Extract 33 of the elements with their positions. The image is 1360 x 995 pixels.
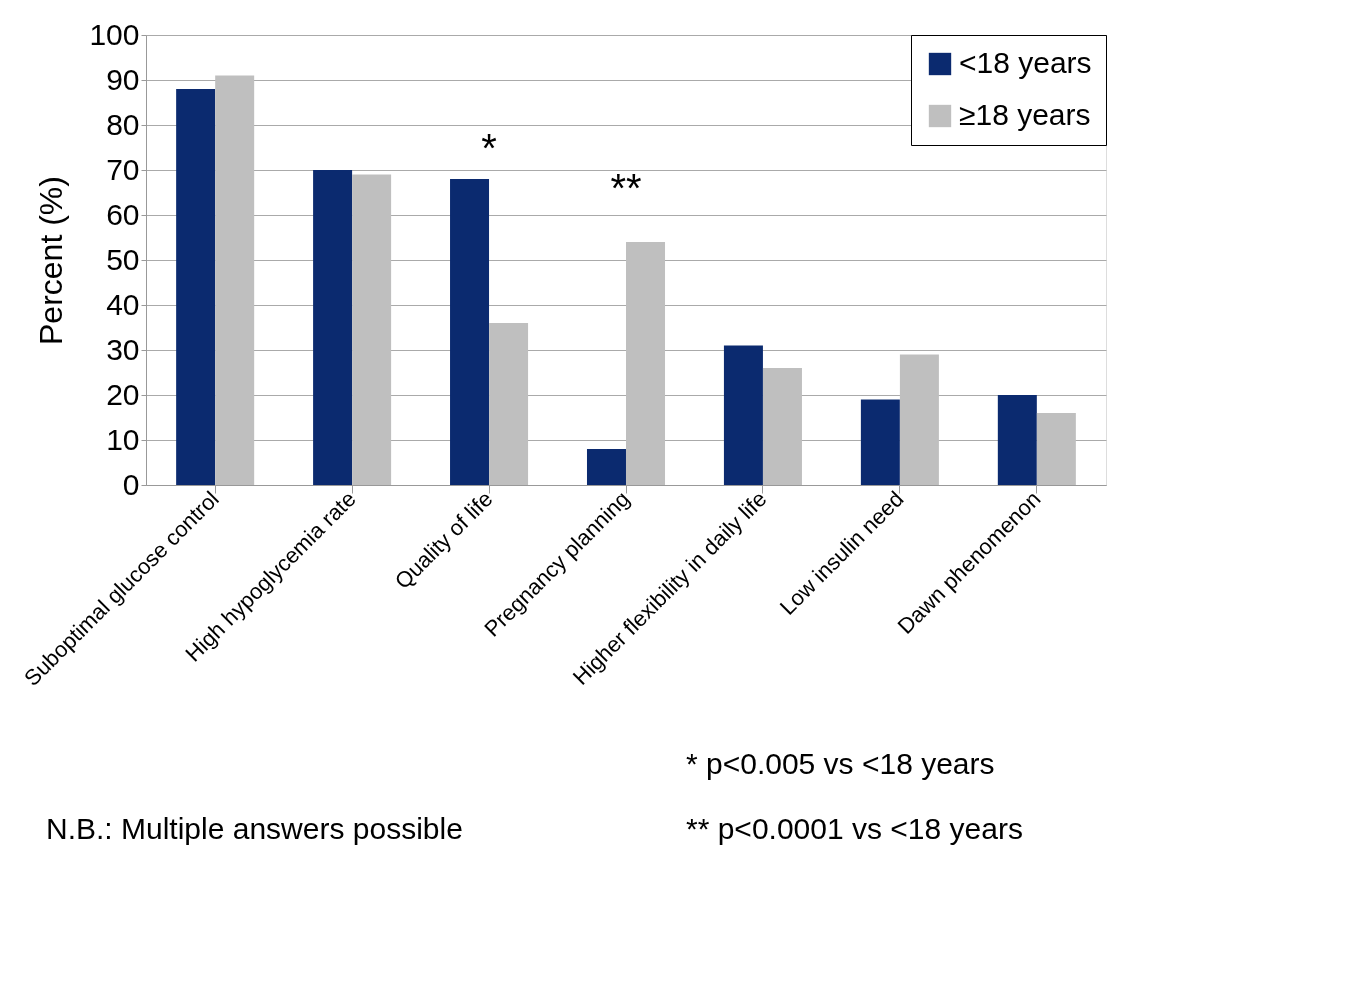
y-tick-label: 0 [122, 467, 140, 501]
bar [352, 174, 392, 485]
y-tick-label: 60 [106, 197, 140, 231]
y-tick-label: 100 [89, 17, 140, 51]
text: ** p<0.0001 vs <18 years [686, 812, 1023, 845]
bar [899, 354, 939, 485]
legend-label: ≥18 years [959, 98, 1091, 131]
bar [723, 345, 763, 485]
annotation: ** [610, 166, 642, 210]
legend-label: <18 years [959, 46, 1092, 79]
y-tick-label: 10 [106, 422, 140, 456]
y-tick-label: 80 [106, 107, 140, 141]
bar [176, 89, 216, 485]
text: * p<0.005 vs <18 years [686, 747, 995, 780]
text: N.B.: Multiple answers possible [46, 812, 463, 845]
y-axis-title: Percent (%) [33, 176, 70, 345]
bar [450, 179, 490, 485]
bar [313, 170, 353, 485]
bar [762, 368, 802, 485]
bar [586, 449, 626, 485]
y-tick-label: 50 [106, 242, 140, 276]
y-tick-label: 40 [106, 287, 140, 321]
bar [997, 395, 1037, 485]
bar [626, 242, 666, 485]
bar [860, 399, 900, 485]
bar [1036, 413, 1076, 485]
y-tick-label: 20 [106, 377, 140, 411]
bar [489, 323, 529, 485]
y-tick-label: 90 [106, 62, 140, 96]
annotation: * [481, 126, 497, 170]
bar [215, 75, 255, 485]
y-tick-label: 30 [106, 332, 140, 366]
y-tick-label: 70 [106, 152, 140, 186]
